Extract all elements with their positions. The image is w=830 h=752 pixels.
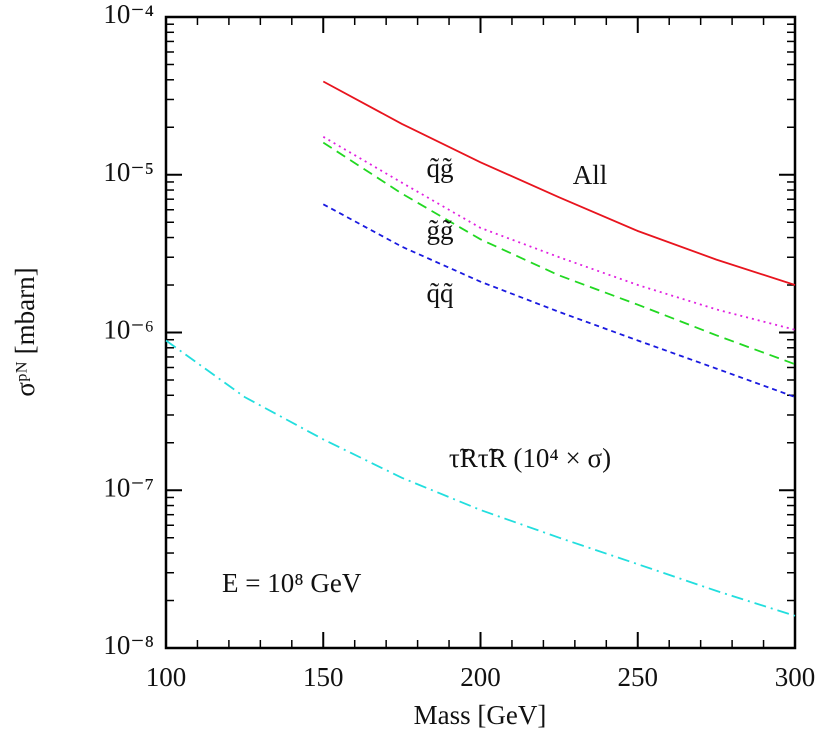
series-line (322, 203, 796, 398)
y-tick-label: 10⁻⁷ (103, 472, 154, 502)
x-tick-label: 150 (303, 662, 344, 692)
series-line (165, 339, 796, 617)
x-axis-label: Mass [GeV] (414, 700, 547, 730)
plot-frame (164, 15, 797, 650)
series-label: q̃g̃ (427, 153, 454, 183)
x-tick-label: 200 (460, 662, 501, 692)
annotation: E = 10⁸ GeV (222, 568, 362, 598)
x-tick-label: 250 (618, 662, 659, 692)
x-tick-label: 300 (775, 662, 816, 692)
series-line (322, 141, 796, 366)
y-tick-label: 10⁻⁶ (103, 315, 154, 345)
series-line (322, 136, 796, 331)
series-label: q̃q̃ (427, 278, 455, 308)
series-label: All (573, 160, 608, 190)
y-tick-label: 10⁻⁴ (103, 0, 154, 29)
y-axis-label: σᵖᴺ [mbarn] (10, 267, 40, 396)
series-label: τ̃Rτ̃R (10⁴ × σ) (449, 443, 611, 473)
y-tick-label: 10⁻⁸ (103, 630, 154, 660)
series-line (322, 80, 796, 286)
series-label: g̃g̃ (427, 215, 454, 245)
y-tick-label: 10⁻⁵ (103, 157, 154, 187)
x-tick-label: 100 (146, 662, 187, 692)
